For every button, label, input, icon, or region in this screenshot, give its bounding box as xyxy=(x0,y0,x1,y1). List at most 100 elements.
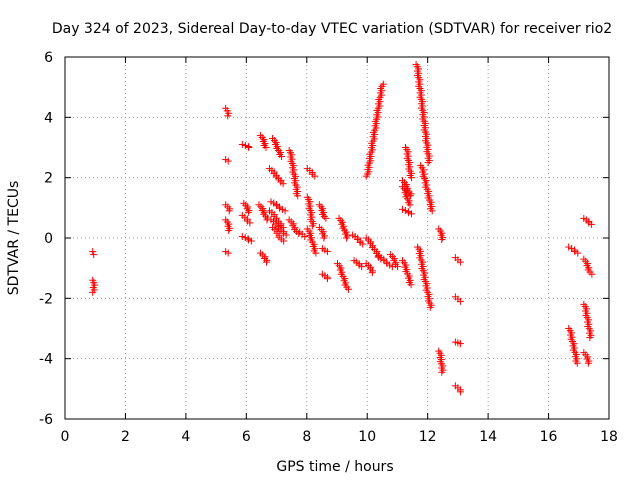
data-point xyxy=(246,219,254,227)
grid-lines xyxy=(65,57,609,419)
data-point xyxy=(565,243,573,251)
data-point xyxy=(280,237,288,245)
data-point xyxy=(406,201,414,209)
data-point xyxy=(279,180,287,188)
y-tick-label: 6 xyxy=(44,50,53,66)
data-point xyxy=(89,288,97,296)
y-tick-label: 4 xyxy=(44,110,53,126)
data-point xyxy=(260,210,268,218)
data-point xyxy=(405,209,413,217)
data-point xyxy=(456,297,464,305)
data-point xyxy=(242,201,250,209)
data-point xyxy=(407,192,415,200)
y-tick-label: -2 xyxy=(39,291,53,307)
x-tick-label: 10 xyxy=(358,429,376,445)
x-tick-label: 6 xyxy=(242,429,251,445)
plot-frame xyxy=(64,56,610,420)
data-point xyxy=(568,245,576,253)
x-axis-title: GPS time / hours xyxy=(276,459,393,475)
data-point xyxy=(311,172,319,180)
data-point xyxy=(426,303,434,311)
data-point xyxy=(320,234,328,242)
x-tick-label: 14 xyxy=(479,429,497,445)
data-point xyxy=(244,142,252,150)
data-point xyxy=(258,206,266,214)
data-point xyxy=(245,207,253,215)
data-points xyxy=(89,61,596,396)
data-point xyxy=(260,208,268,216)
data-point xyxy=(90,251,98,259)
data-point xyxy=(301,232,309,240)
data-point xyxy=(247,237,255,245)
data-point xyxy=(408,210,416,218)
data-point xyxy=(224,249,232,257)
data-point xyxy=(224,157,232,165)
data-point xyxy=(359,240,367,248)
data-point xyxy=(225,226,233,234)
data-point xyxy=(225,207,233,215)
x-tick-label: 12 xyxy=(419,429,437,445)
y-tick-label: 2 xyxy=(44,171,53,187)
data-point xyxy=(368,269,376,277)
x-tick-label: 16 xyxy=(540,429,558,445)
data-point xyxy=(259,205,267,213)
data-point xyxy=(456,340,464,348)
data-point xyxy=(398,177,406,185)
data-point xyxy=(438,368,446,376)
data-point xyxy=(245,144,253,151)
data-point xyxy=(343,234,351,242)
data-point xyxy=(312,249,320,257)
data-point xyxy=(358,263,366,271)
data-point xyxy=(379,80,387,88)
data-point xyxy=(456,258,464,266)
data-point xyxy=(573,359,581,367)
data-point xyxy=(574,249,582,257)
data-point xyxy=(243,205,251,213)
data-point xyxy=(241,141,249,149)
data-point xyxy=(262,144,270,151)
y-axis-title: SDTVAR / TECUs xyxy=(6,181,22,296)
data-point xyxy=(319,211,327,219)
data-point xyxy=(89,248,97,256)
data-point xyxy=(308,222,316,230)
data-point xyxy=(393,263,401,271)
y-tick-label: 0 xyxy=(44,231,53,247)
data-point xyxy=(323,275,331,283)
data-point xyxy=(323,248,331,256)
data-point xyxy=(428,207,436,215)
data-point xyxy=(424,159,432,167)
data-point xyxy=(238,232,246,240)
data-point xyxy=(400,179,408,187)
data-point xyxy=(262,258,270,266)
data-point xyxy=(586,334,594,342)
axis-ticks: 0 2 4 6 8 10 12 14 16 18 -6 -4 -2 0 2 4 6 xyxy=(39,50,618,445)
data-point xyxy=(587,220,595,228)
data-point xyxy=(345,285,353,293)
x-tick-label: 0 xyxy=(61,429,70,445)
data-point xyxy=(294,192,302,200)
data-point xyxy=(438,236,446,244)
data-point xyxy=(278,153,286,161)
x-tick-label: 8 xyxy=(302,429,311,445)
y-tick-label: -6 xyxy=(39,412,53,428)
data-point xyxy=(224,112,232,120)
data-point xyxy=(295,229,303,237)
data-point xyxy=(238,140,246,148)
chart-title: Day 324 of 2023, Sidereal Day-to-day VTE… xyxy=(52,21,612,37)
x-tick-label: 18 xyxy=(600,429,618,445)
data-point xyxy=(322,214,330,222)
data-point xyxy=(281,207,289,215)
data-point xyxy=(398,205,406,213)
data-point xyxy=(571,248,579,256)
data-point xyxy=(584,359,592,367)
data-point xyxy=(407,281,415,289)
x-tick-label: 2 xyxy=(121,429,130,445)
data-point xyxy=(255,201,263,209)
data-point xyxy=(456,388,464,396)
data-point xyxy=(264,214,272,222)
data-point xyxy=(244,236,252,244)
y-tick-label: -4 xyxy=(39,352,53,368)
data-point xyxy=(244,203,252,211)
data-point xyxy=(257,203,265,211)
